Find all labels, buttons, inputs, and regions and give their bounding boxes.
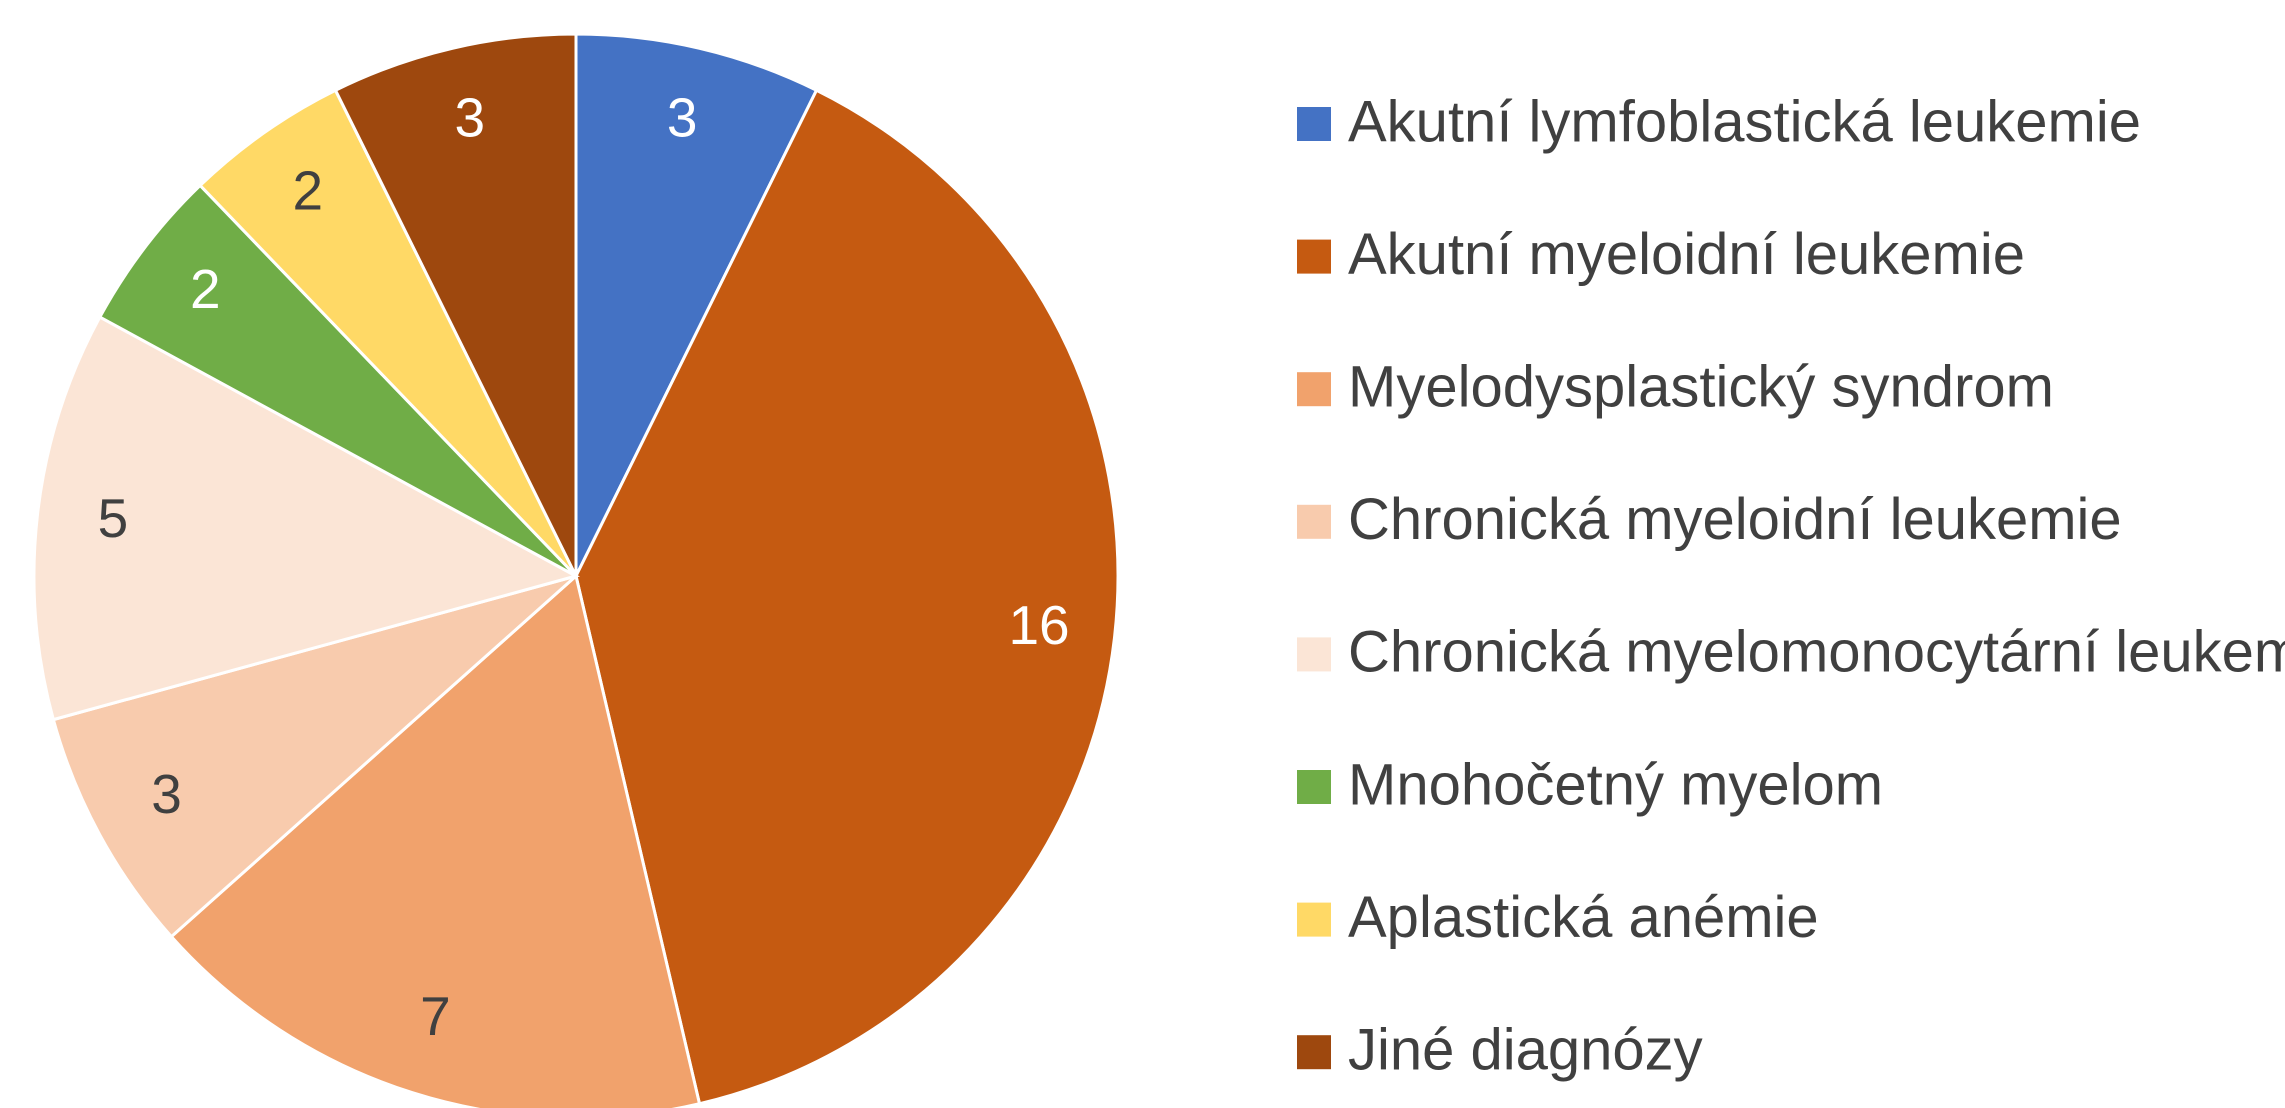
- legend-label: Chronická myeloidní leukemie: [1348, 487, 2122, 552]
- legend-swatch: [1297, 1035, 1331, 1070]
- pie-slice: [32, 315, 580, 722]
- data-label: 7: [420, 985, 451, 1047]
- data-label: 3: [667, 87, 698, 149]
- pie-slice: [574, 32, 819, 577]
- legend-label: Myelodysplastický syndrom: [1348, 355, 2054, 420]
- pie-slice: [574, 88, 1120, 1106]
- legend-swatch: [1297, 770, 1331, 804]
- data-label: 3: [151, 763, 182, 825]
- data-label: 5: [98, 487, 129, 549]
- legend-label: Akutní lymfoblastická leukemie: [1348, 89, 2141, 154]
- legend-swatch: [1297, 902, 1331, 937]
- legend-label: Jiné diagnózy: [1348, 1018, 1703, 1083]
- data-label: 3: [454, 87, 485, 149]
- pie-slice: [169, 573, 702, 1108]
- legend-label: Chronická myelomonocytární leukemie: [1348, 620, 2285, 685]
- pie-slice: [333, 32, 578, 577]
- pie-slice: [198, 88, 578, 578]
- legend-swatch: [1297, 372, 1331, 407]
- pie-slice: [97, 183, 578, 578]
- legend-swatch: [1297, 637, 1331, 672]
- legend-swatch: [1297, 504, 1331, 539]
- pie-slice: [51, 574, 577, 939]
- data-label: 2: [293, 159, 324, 221]
- legend-label: Aplastická anémie: [1348, 885, 1819, 950]
- legend-label: Mnohočetný myelom: [1348, 752, 1883, 817]
- legend-label: Akutní myeloidní leukemie: [1348, 222, 2025, 287]
- data-label: 16: [1008, 594, 1069, 656]
- legend-swatch: [1297, 239, 1331, 274]
- data-label: 2: [190, 258, 221, 320]
- legend-swatch: [1297, 107, 1331, 141]
